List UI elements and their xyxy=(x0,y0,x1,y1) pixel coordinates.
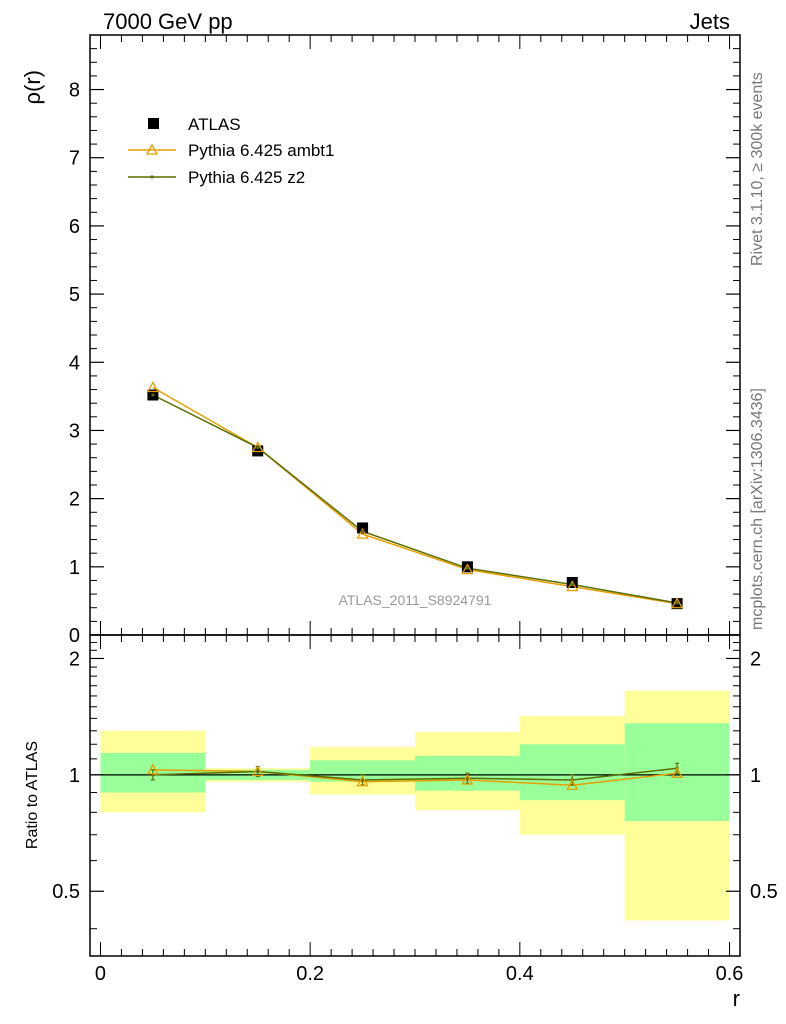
ambt1-point xyxy=(670,597,684,609)
ambt1-point xyxy=(251,441,264,453)
main-ytick-label: 6 xyxy=(69,216,80,238)
analysis-label: ATLAS_2011_S8924791 xyxy=(339,592,492,608)
series-line-ambt1 xyxy=(152,386,678,605)
legend-label-z2: Pythia 6.425 z2 xyxy=(188,168,305,187)
z2-point xyxy=(465,566,470,570)
ratio-ytick-label-right: 0.5 xyxy=(750,881,778,903)
ratio-ytick-label-left: 2 xyxy=(69,648,80,670)
z2-point xyxy=(256,445,260,450)
ratio-point-ambt1 xyxy=(566,778,579,790)
header-left-title: 7000 GeV pp xyxy=(103,9,233,34)
ratio-bands-layer xyxy=(100,690,730,921)
header-right-title: Jets xyxy=(690,9,730,34)
ratio-ticks-layer: 0.5 0.5 1 1 2 2 0 0.2 0.4 0.6 xyxy=(52,635,778,985)
ratio-point-ambt1 xyxy=(670,766,684,778)
main-ytick-label: 0 xyxy=(69,625,80,647)
main-ticks-layer: 0 1 2 3 4 5 6 7 8 xyxy=(69,34,740,647)
ratio-panel: 0.5 0.5 1 1 2 2 0 0.2 0.4 0.6 Ratio to ATLAS r xyxy=(24,634,778,1011)
ratio-point-ambt1 xyxy=(356,775,369,787)
ratio-ytick-label-left: 0.5 xyxy=(52,881,80,903)
legend-marker-atlas xyxy=(148,118,159,129)
ratio-line-z2 xyxy=(152,767,678,781)
ratio-xtick-label: 0.4 xyxy=(506,963,534,985)
ratio-xtick-label: 0.2 xyxy=(296,963,324,985)
legend: ATLAS Pythia 6.425 ambt1 Pythia 6.425 z2 xyxy=(128,115,334,187)
z2-point xyxy=(675,601,679,605)
ratio-point-ambt1 xyxy=(461,773,474,785)
ratio-xlabel: r xyxy=(733,986,740,1011)
ratio-xtick-label: 0 xyxy=(95,963,106,985)
ratio-ytick-label-right: 2 xyxy=(750,648,761,670)
main-ytick-label: 1 xyxy=(69,557,80,579)
ratio-point-ambt1 xyxy=(146,763,160,775)
ratio-point-z2 xyxy=(256,769,260,774)
ambt1-point xyxy=(356,527,369,539)
main-ytick-label: 2 xyxy=(69,489,80,511)
ratio-xtick-label: 0.6 xyxy=(716,963,744,985)
z2-point xyxy=(151,393,155,397)
main-ytick-label: 8 xyxy=(69,80,80,102)
ambt1-point xyxy=(566,580,579,592)
ratio-ytick-label-right: 1 xyxy=(750,765,761,787)
ratio-line-ambt1 xyxy=(152,769,678,786)
main-ytick-label: 7 xyxy=(69,148,80,170)
legend-item-ambt1: Pythia 6.425 ambt1 xyxy=(128,141,334,160)
ratio-ylabel: Ratio to ATLAS xyxy=(24,741,41,849)
ratio-ytick-label-left: 1 xyxy=(69,765,80,787)
ratio-band-inner xyxy=(310,760,415,782)
main-ytick-label: 5 xyxy=(69,284,80,306)
legend-marker-z2 xyxy=(150,175,154,179)
ratio-point-ambt1 xyxy=(251,765,264,777)
ambt1-point xyxy=(146,381,160,393)
main-series-layer xyxy=(146,381,684,610)
rivet-label: Rivet 3.1.10, ≥ 300k events xyxy=(749,72,766,266)
legend-item-z2: Pythia 6.425 z2 xyxy=(128,168,305,187)
z2-point xyxy=(570,582,574,587)
legend-marker-ambt1 xyxy=(145,143,159,155)
legend-label-ambt1: Pythia 6.425 ambt1 xyxy=(188,141,334,160)
main-ytick-label: 3 xyxy=(69,420,80,442)
ambt1-point xyxy=(461,563,474,575)
ratio-frame xyxy=(89,634,741,957)
ratio-band-inner xyxy=(519,744,625,801)
main-panel: 0 1 2 3 4 5 6 7 8 ρ(r) ATLAS_2011_S8924791 ATLAS… xyxy=(20,34,741,647)
legend-item-atlas: ATLAS xyxy=(148,115,241,134)
ratio-series-layer xyxy=(146,762,684,790)
main-ylabel: ρ(r) xyxy=(20,70,45,105)
series-line-z2 xyxy=(152,394,678,604)
z2-point xyxy=(360,529,365,533)
mcplots-label: mcplots.cern.ch [arXiv:1306.3436] xyxy=(749,388,766,630)
main-ytick-label: 4 xyxy=(69,352,80,374)
legend-label-atlas: ATLAS xyxy=(188,115,241,134)
